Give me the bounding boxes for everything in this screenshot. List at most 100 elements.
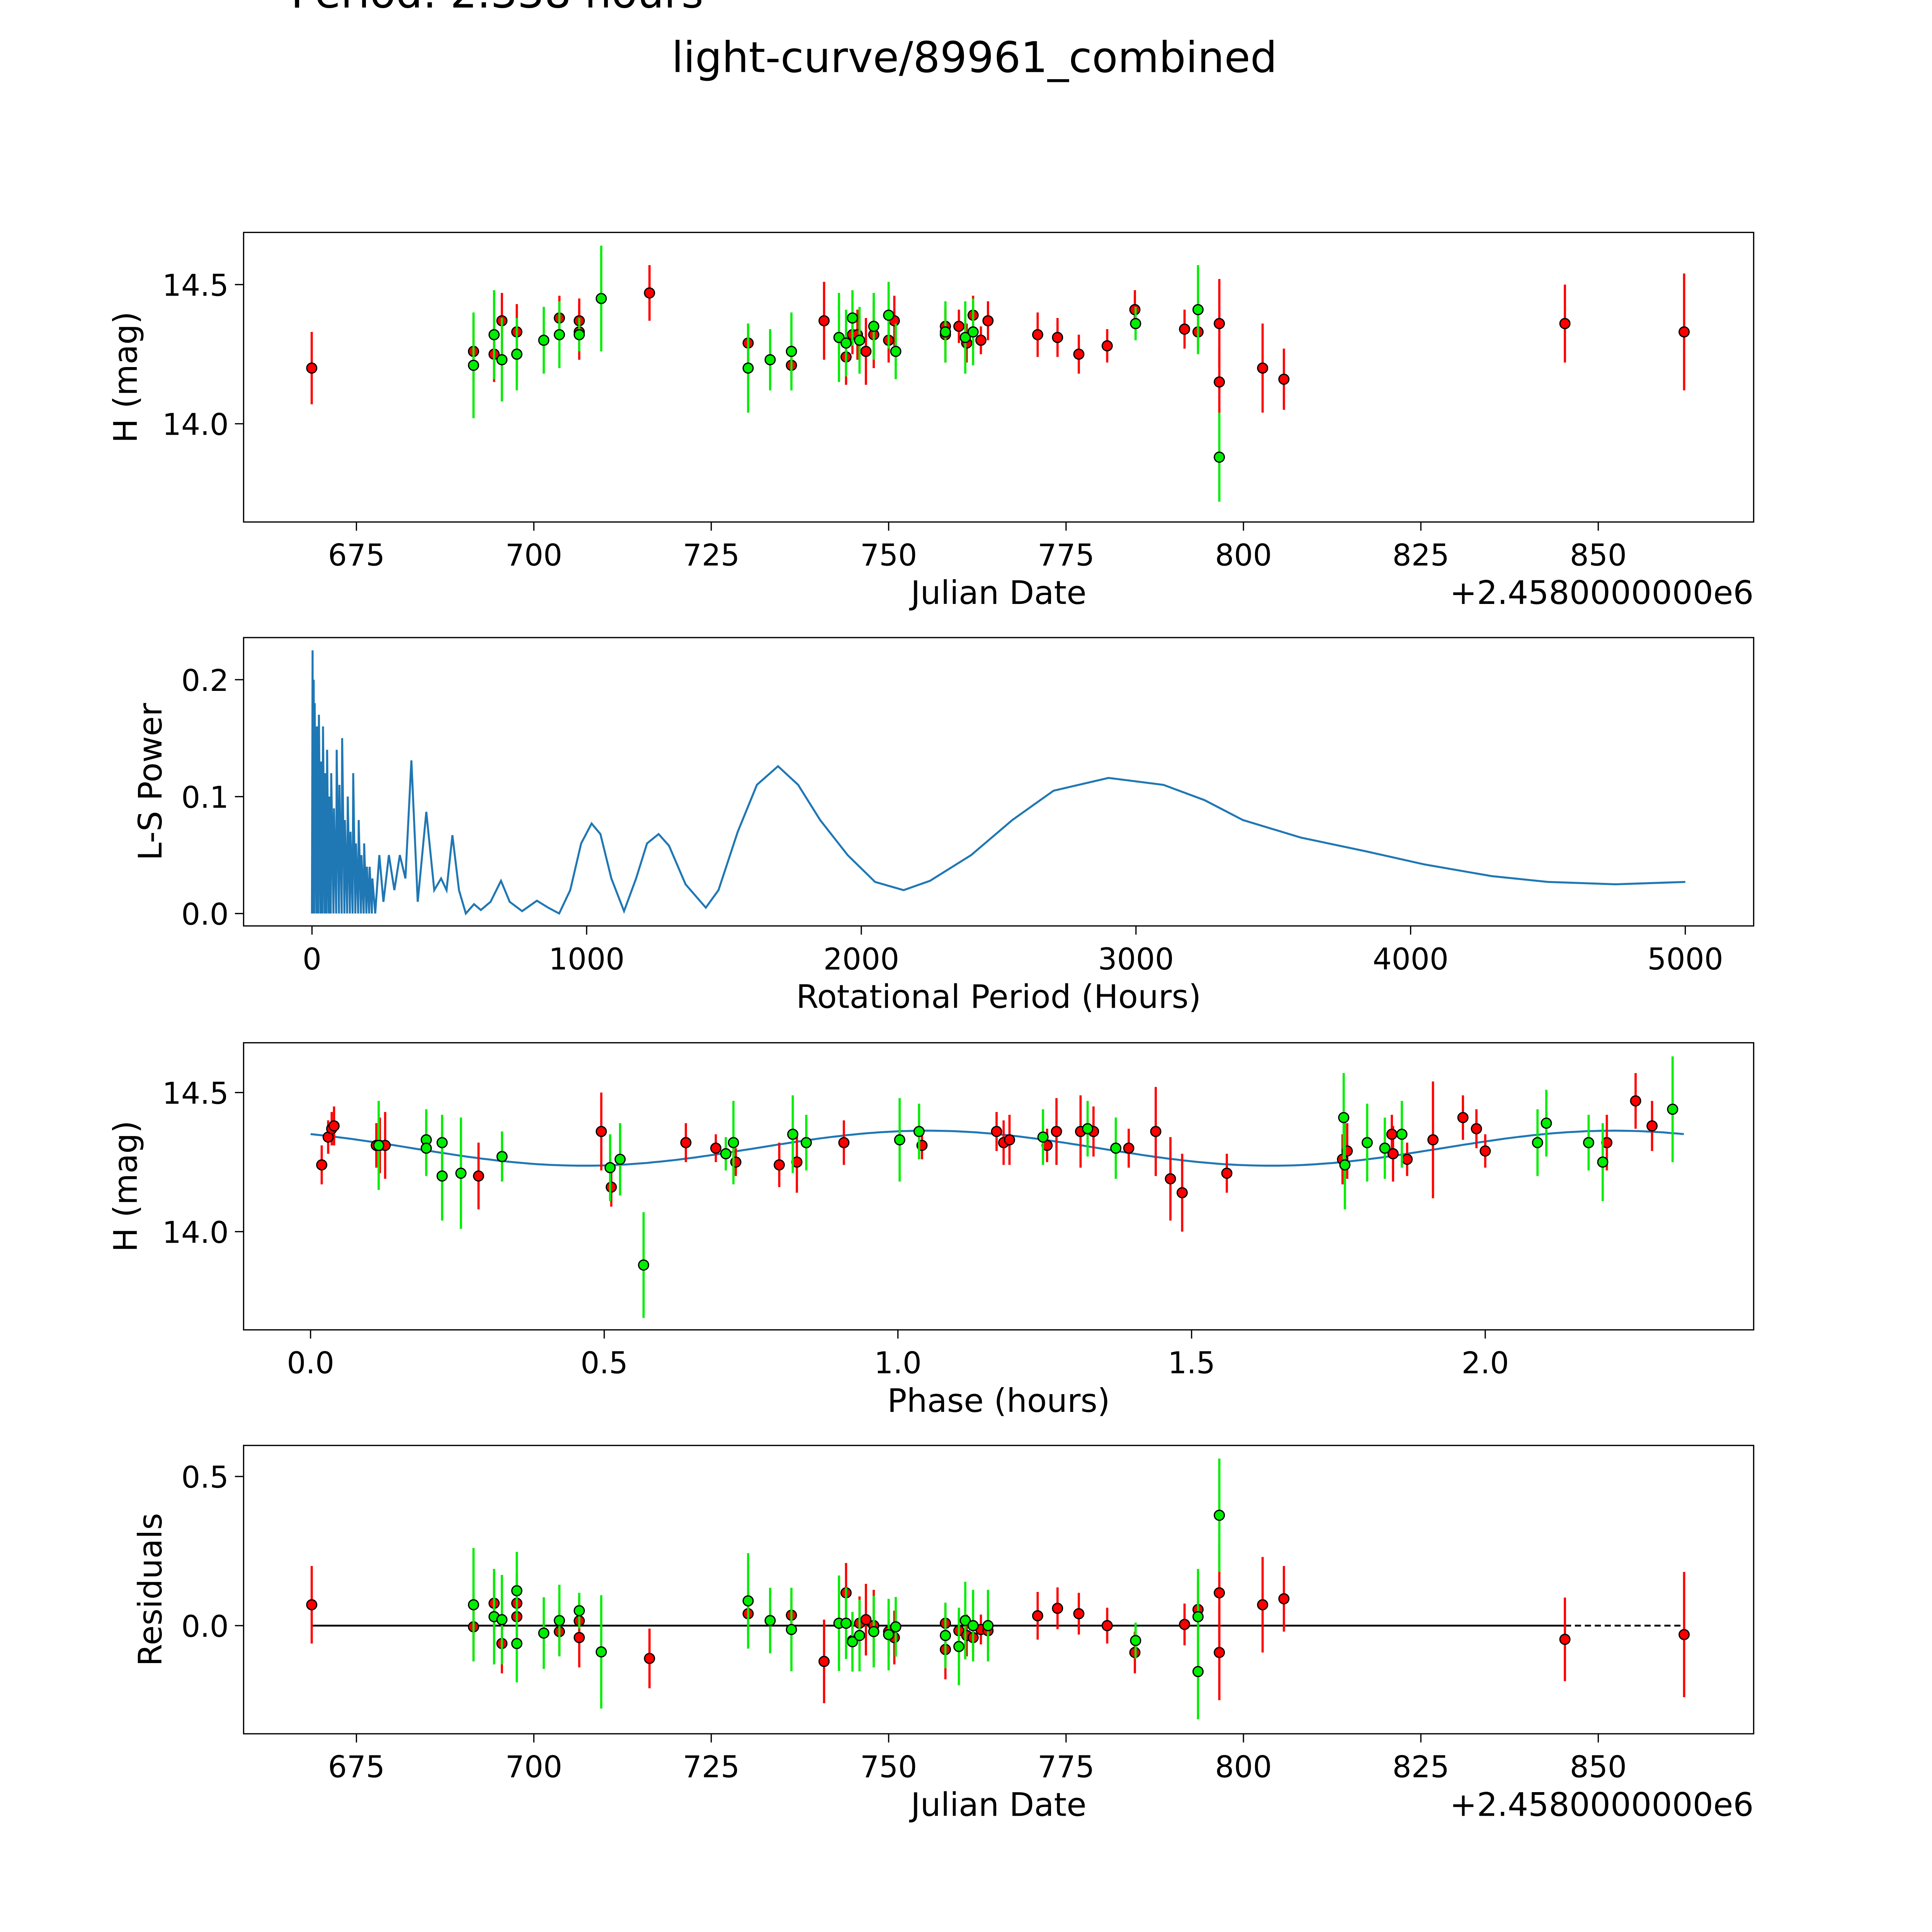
data-point — [967, 326, 979, 338]
series-green — [373, 1056, 1679, 1318]
data-point — [1052, 1602, 1063, 1614]
x-axis-label: Rotational Period (Hours) — [796, 978, 1201, 1016]
data-point — [868, 1626, 879, 1638]
data-point — [967, 1620, 979, 1631]
axes-frame — [243, 231, 1755, 523]
plot-area — [310, 1056, 1684, 1318]
x-tick-label: 750 — [860, 1750, 917, 1785]
data-point — [1052, 332, 1063, 343]
plot-area — [306, 245, 1690, 502]
data-point — [786, 1624, 797, 1635]
suptitle: Period: 2.338 hours — [291, 0, 704, 17]
plot-area — [306, 1458, 1690, 1719]
x-offset-text: +2.4580000000e6 — [1450, 574, 1753, 612]
data-point — [638, 1259, 650, 1271]
data-point — [1214, 376, 1225, 388]
x-tick-label: 2.0 — [1461, 1346, 1509, 1381]
data-point — [1667, 1104, 1679, 1115]
data-point — [860, 345, 872, 357]
x-tick-label: 675 — [328, 1750, 385, 1785]
x-axis-label: Phase (hours) — [887, 1382, 1110, 1420]
x-tick-label: 1.0 — [874, 1346, 922, 1381]
data-point — [1480, 1145, 1491, 1157]
data-point — [1192, 1611, 1204, 1622]
data-point — [1396, 1129, 1408, 1140]
data-point — [511, 1585, 522, 1597]
data-point — [1427, 1134, 1439, 1146]
y-tick-label: 14.5 — [162, 268, 229, 303]
x-tick-label: 825 — [1392, 538, 1449, 573]
data-point — [496, 354, 508, 366]
data-point — [1401, 1153, 1413, 1165]
data-point — [1221, 1167, 1233, 1179]
data-point — [1532, 1137, 1543, 1148]
x-tick-label: 0.0 — [287, 1346, 334, 1381]
data-point — [787, 1129, 799, 1140]
data-point — [1130, 1635, 1141, 1646]
data-point — [838, 1137, 850, 1148]
data-point — [1214, 1509, 1225, 1521]
data-point — [1679, 1629, 1690, 1640]
data-point — [1278, 373, 1290, 385]
data-point — [455, 1167, 467, 1179]
data-point — [1123, 1143, 1134, 1154]
data-point — [1101, 340, 1113, 352]
data-point — [774, 1159, 785, 1171]
data-point — [420, 1143, 432, 1154]
data-point — [1130, 318, 1141, 329]
x-tick-label: 675 — [328, 538, 385, 573]
data-point — [436, 1137, 448, 1148]
data-point — [1541, 1117, 1552, 1129]
panel-lightcurve: 675 700 725 750 775 800 825 850 14.0 14.5 Julian D… — [107, 231, 1755, 612]
data-point — [644, 287, 655, 299]
data-point — [1257, 1599, 1269, 1611]
data-point — [1630, 1095, 1641, 1107]
data-point — [1179, 1619, 1190, 1630]
data-point — [1214, 451, 1225, 463]
data-point — [1559, 1634, 1571, 1645]
data-point — [573, 1632, 585, 1643]
data-point — [614, 1153, 626, 1165]
data-point — [1032, 329, 1043, 340]
panels: 675 700 725 750 775 800 825 850 14.0 14.5 Julian D… — [107, 231, 1755, 1823]
data-point — [1179, 323, 1190, 335]
data-point — [554, 329, 565, 340]
y-axis-label: Residuals — [131, 1513, 169, 1667]
x-tick-label: 850 — [1570, 538, 1627, 573]
y-tick-label: 14.0 — [162, 408, 229, 442]
data-point — [605, 1181, 617, 1193]
x-tick-label: 2000 — [823, 942, 899, 977]
data-point — [1387, 1148, 1399, 1160]
data-point — [847, 1636, 858, 1648]
data-point — [940, 1630, 951, 1641]
data-point — [511, 1638, 522, 1649]
data-point — [710, 1143, 722, 1154]
data-point — [1583, 1137, 1594, 1148]
data-point — [573, 1605, 585, 1616]
data-point — [1457, 1112, 1469, 1123]
data-point — [1192, 304, 1204, 315]
data-point — [764, 1615, 776, 1626]
data-point — [595, 1646, 607, 1658]
data-point — [468, 359, 479, 371]
data-point — [940, 326, 951, 338]
data-point — [818, 315, 830, 327]
y-axis-label: H (mag) — [107, 1121, 145, 1252]
data-point — [1278, 1593, 1290, 1605]
data-point — [786, 345, 797, 357]
axes-frame — [243, 1445, 1755, 1735]
data-point — [847, 312, 858, 324]
data-point — [538, 1627, 549, 1639]
data-point — [488, 329, 500, 340]
data-point — [854, 1630, 865, 1641]
data-point — [1214, 318, 1225, 329]
panel-periodogram: 0 1000 2000 3000 4000 5000 0.0 0.1 0.2 Rotational… — [131, 637, 1755, 1016]
data-point — [854, 335, 865, 346]
data-point — [959, 332, 971, 343]
data-point — [742, 362, 754, 374]
data-point — [890, 345, 901, 357]
y-tick-label: 0.0 — [181, 1609, 229, 1644]
data-point — [801, 1137, 812, 1148]
data-point — [468, 1599, 479, 1611]
